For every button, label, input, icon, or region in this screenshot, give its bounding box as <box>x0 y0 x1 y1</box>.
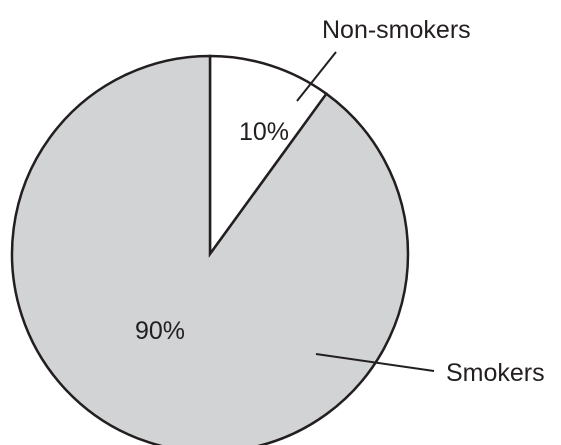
leader-line-smokers <box>315 353 435 372</box>
pie-slices <box>10 54 410 445</box>
pie-slice-smokers <box>10 54 410 445</box>
slice-name-label-smokers: Smokers <box>446 359 545 387</box>
pie-slice-non-smokers <box>208 54 329 258</box>
slice-value-label-non-smokers: 10% <box>239 118 289 146</box>
slice-labels: 10% 90% Non-smokers Smokers <box>135 16 545 387</box>
slice-value-label-smokers: 90% <box>135 317 185 345</box>
leader-lines <box>296 51 435 372</box>
slice-name-label-non-smokers: Non-smokers <box>322 16 471 44</box>
leader-line-non-smokers <box>296 51 337 102</box>
